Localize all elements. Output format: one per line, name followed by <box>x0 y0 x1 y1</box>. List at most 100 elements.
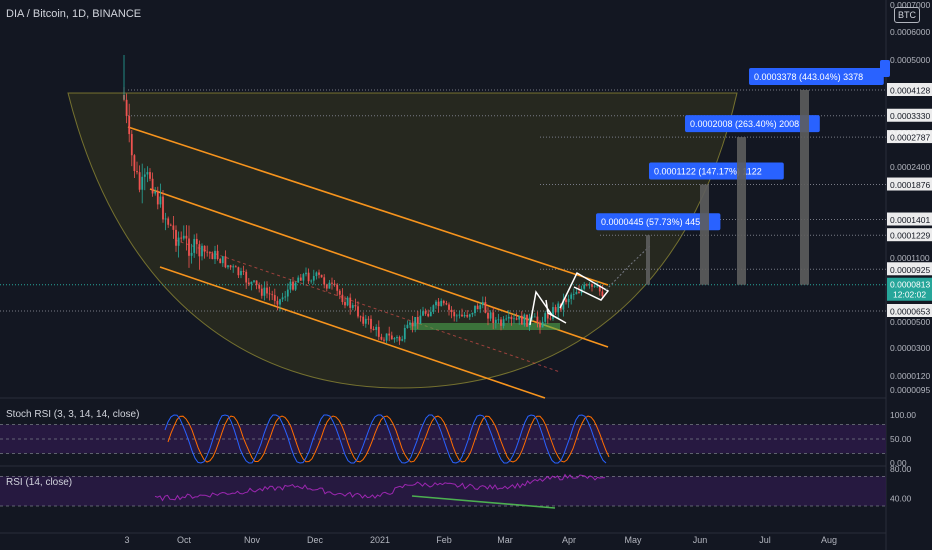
price-tick-label: 0.0006000 <box>890 27 930 37</box>
candle-body <box>364 318 367 324</box>
candle-body <box>362 316 365 324</box>
candle-body <box>286 289 289 297</box>
current-price-badge <box>887 277 932 301</box>
candle-body <box>562 299 565 310</box>
candle-body <box>500 319 502 326</box>
projection-bar <box>700 184 709 285</box>
price-level-value: 0.0002787 <box>890 133 930 143</box>
support-zone <box>410 323 560 330</box>
candle-body <box>557 303 560 313</box>
candle-body <box>513 318 515 320</box>
currency-button[interactable]: BTC <box>894 7 920 23</box>
candle-body <box>333 283 336 285</box>
candle-body <box>211 253 214 260</box>
candle-body <box>281 297 284 300</box>
candle-body <box>442 300 445 304</box>
projection-label: 0.0000445 (57.73%) 445 <box>601 217 700 227</box>
candle-body <box>539 322 541 328</box>
candle-body <box>297 277 300 283</box>
candle-body <box>497 319 500 321</box>
candle-body <box>552 307 554 319</box>
price-level-value: 0.0001229 <box>890 231 930 241</box>
candle-body <box>193 238 196 253</box>
candle-body <box>429 311 432 317</box>
price-level-value: 0.0000925 <box>890 265 930 275</box>
candle-body <box>479 305 482 310</box>
candle-body <box>247 282 250 285</box>
candle-body <box>242 271 245 272</box>
candle-body <box>151 178 154 194</box>
time-tick-label: Apr <box>562 535 576 545</box>
candle-body <box>591 284 593 287</box>
candle-body <box>427 313 430 317</box>
candle-body <box>250 281 253 285</box>
channel-lower-line <box>159 266 546 399</box>
candle-body <box>232 266 235 268</box>
candle-body <box>432 305 435 312</box>
candle-body <box>403 328 406 340</box>
candle-body <box>273 295 276 301</box>
candle-body <box>448 304 450 310</box>
price-tick-label: 0.0002400 <box>890 162 930 172</box>
projection-label-box <box>649 162 784 180</box>
channel-middle-line <box>149 188 609 348</box>
candle-body <box>526 314 528 327</box>
candle-body <box>336 284 339 291</box>
time-tick-label: 2021 <box>370 535 390 545</box>
candle-body <box>203 245 206 252</box>
candle-body <box>450 309 453 313</box>
candle-body <box>305 272 307 275</box>
candle-body <box>234 266 237 268</box>
candle-body <box>320 274 323 278</box>
candle-body <box>565 299 567 303</box>
candle-body <box>292 281 294 290</box>
candle-body <box>575 292 578 295</box>
candle-body <box>294 282 297 290</box>
candle-body <box>349 297 352 308</box>
stoch-k-line <box>164 414 607 464</box>
rsi-axis-label: 80.00 <box>890 464 912 474</box>
price-level-value: 0.0000653 <box>890 307 930 317</box>
candle-body <box>289 281 292 290</box>
price-tick-label: 0.0001100 <box>890 253 930 263</box>
price-tick-label: 0.0000120 <box>890 371 930 381</box>
candle-body <box>331 282 333 284</box>
candle-body <box>388 333 391 336</box>
candle-body <box>393 338 396 340</box>
candle-body <box>175 229 177 246</box>
candle-body <box>567 298 570 303</box>
candle-body <box>328 282 331 289</box>
candle-body <box>411 322 414 327</box>
candle-body <box>385 333 388 341</box>
bull-flag-2 <box>559 271 610 309</box>
price-level-badge <box>887 262 932 276</box>
stoch-rsi-label: Stoch RSI (3, 3, 14, 14, close) <box>6 409 140 420</box>
candle-body <box>463 314 466 317</box>
candle-body <box>468 314 471 317</box>
candle-body <box>133 155 136 172</box>
candle-body <box>268 293 271 295</box>
projection-path <box>605 244 652 291</box>
candle-body <box>146 172 149 175</box>
candle-body <box>494 319 497 324</box>
time-tick-label: Oct <box>177 535 192 545</box>
projection-label-box <box>596 213 721 231</box>
candle-body <box>162 196 164 220</box>
candle-body <box>276 300 279 305</box>
candle-body <box>520 315 523 325</box>
candle-body <box>216 250 219 260</box>
candle-body <box>245 271 248 283</box>
candle-body <box>323 277 326 285</box>
price-level-badge <box>887 83 932 96</box>
candle-body <box>437 301 440 307</box>
price-tick-label: 0.0007000 <box>890 0 930 10</box>
projection-label-box <box>749 68 884 85</box>
candle-body <box>596 285 599 287</box>
time-tick-label: Feb <box>436 535 452 545</box>
candle-body <box>414 317 417 327</box>
candle-body <box>255 280 258 286</box>
candle-body <box>190 252 193 256</box>
candle-body <box>398 336 401 341</box>
projection-label: 0.0001122 (147.17%) 1122 <box>654 167 762 177</box>
